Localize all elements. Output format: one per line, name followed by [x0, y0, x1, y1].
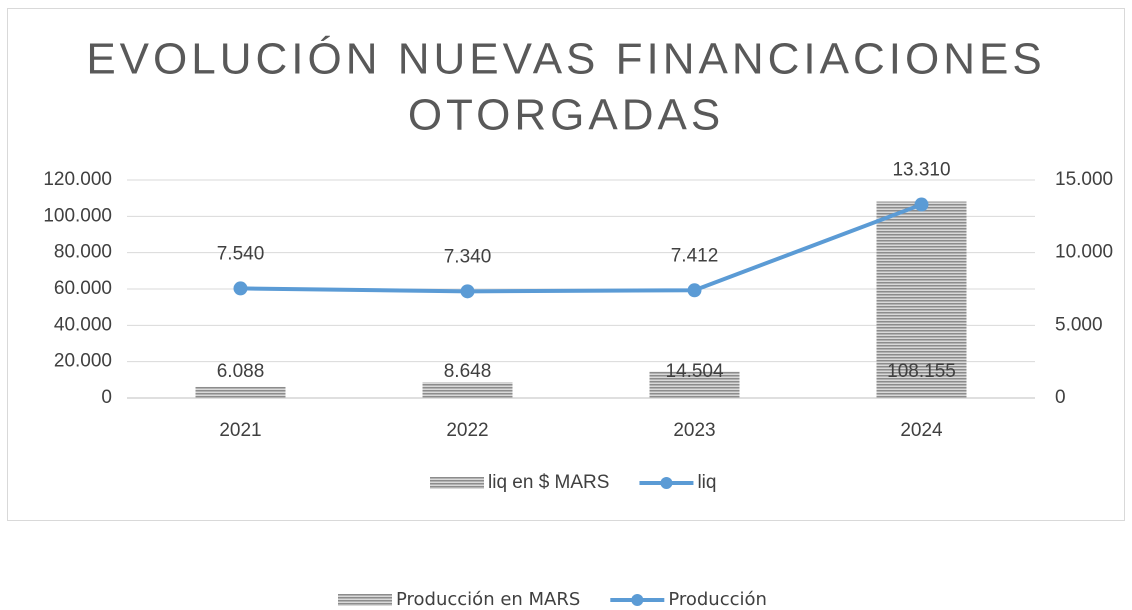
legend-label: Producción en MARS [396, 589, 580, 610]
x-tick-label: 2024 [900, 420, 943, 441]
line-value-label: 7.340 [444, 246, 492, 267]
line-marker [233, 281, 248, 296]
line-value-label: 13.310 [892, 160, 950, 181]
y-tick-label: 120.000 [43, 169, 112, 190]
legend-label: liq en $ MARS [488, 472, 609, 493]
bar [649, 371, 740, 398]
legend-swatch [338, 594, 392, 606]
legend-label: Producción [668, 589, 767, 610]
line-marker [914, 197, 929, 212]
legend-swatch [660, 477, 673, 489]
y-tick-label: 80.000 [54, 242, 112, 263]
y-tick-label: 0 [101, 387, 112, 408]
bar [876, 201, 967, 398]
line-marker [687, 283, 702, 298]
y2-tick-label: 10.000 [1055, 242, 1113, 263]
y2-tick-label: 15.000 [1055, 169, 1113, 190]
y2-tick-label: 0 [1055, 387, 1066, 408]
x-tick-label: 2021 [219, 420, 261, 441]
bar [422, 382, 513, 398]
x-tick-label: 2022 [446, 420, 488, 441]
chart-title: EVOLUCIÓN NUEVAS FINANCIACIONES [86, 35, 1045, 84]
y-tick-label: 20.000 [54, 351, 112, 372]
bar-value-label: 108.155 [887, 361, 956, 382]
legend-swatch [430, 477, 484, 489]
line-marker [460, 284, 475, 299]
bar-value-label: 8.648 [444, 361, 492, 382]
y2-tick-label: 5.000 [1055, 314, 1103, 335]
line [240, 202, 923, 294]
chart-title: OTORGADAS [408, 91, 724, 140]
y-tick-label: 100.000 [43, 205, 112, 226]
legend-label: liq [697, 472, 716, 493]
legend-swatch [631, 594, 644, 606]
x-tick-label: 2023 [673, 420, 715, 441]
bar-value-label: 14.504 [665, 361, 724, 382]
y-tick-label: 60.000 [54, 278, 112, 299]
bar [195, 386, 286, 398]
y-tick-label: 40.000 [54, 314, 112, 335]
bar-value-label: 6.088 [217, 361, 265, 382]
line-value-label: 7.412 [671, 245, 719, 266]
line-value-label: 7.540 [217, 243, 265, 264]
